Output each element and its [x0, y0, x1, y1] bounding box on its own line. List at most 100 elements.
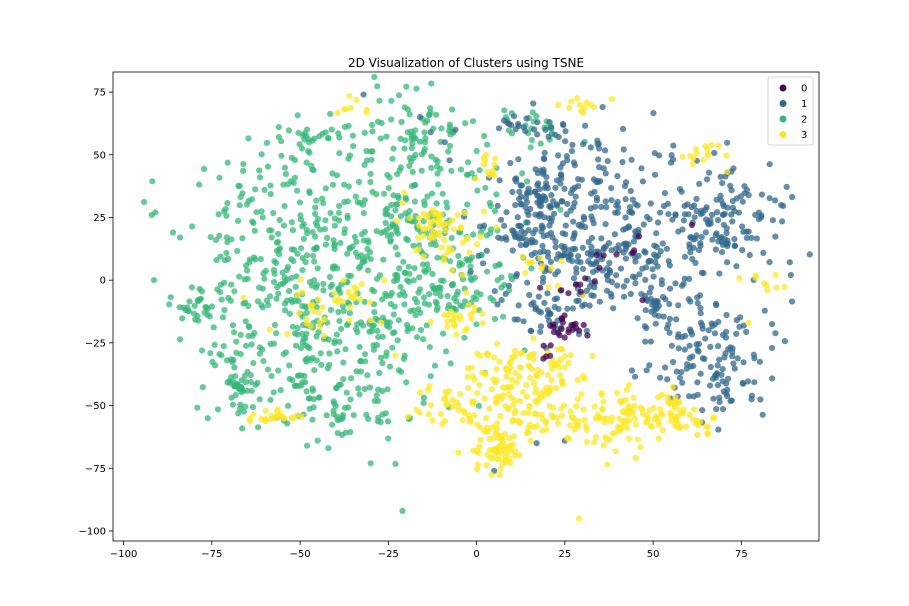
scatter-point — [358, 281, 365, 288]
scatter-point — [736, 323, 743, 330]
scatter-point — [455, 252, 462, 260]
scatter-point — [567, 352, 574, 359]
scatter-point — [357, 199, 364, 206]
scatter-point — [426, 112, 433, 119]
scatter-point — [444, 323, 451, 330]
scatter-point — [517, 242, 524, 249]
scatter-point — [229, 401, 236, 408]
scatter-point — [603, 436, 610, 443]
scatter-point — [334, 109, 341, 116]
scatter-point — [739, 246, 746, 254]
scatter-point — [740, 380, 747, 387]
scatter-point — [739, 198, 746, 205]
scatter-point — [488, 472, 495, 479]
scatter-point — [357, 358, 364, 365]
scatter-point — [625, 409, 632, 416]
scatter-point — [571, 230, 578, 237]
scatter-point — [691, 406, 698, 413]
scatter-point — [382, 410, 389, 417]
scatter-point — [476, 167, 483, 174]
scatter-point — [632, 421, 639, 428]
scatter-point — [420, 210, 427, 217]
scatter-point — [374, 83, 381, 90]
scatter-point — [698, 234, 705, 241]
scatter-point — [510, 433, 517, 440]
scatter-point — [612, 448, 619, 455]
scatter-point — [651, 242, 658, 249]
y-tick-label: 50 — [93, 150, 106, 161]
scatter-point — [321, 316, 328, 323]
scatter-point — [545, 284, 552, 291]
scatter-point — [343, 389, 350, 396]
scatter-point — [600, 165, 607, 172]
scatter-point — [512, 126, 519, 133]
scatter-point — [672, 280, 679, 287]
scatter-point — [538, 411, 545, 418]
scatter-point — [432, 285, 439, 292]
scatter-point — [497, 449, 504, 456]
scatter-point — [686, 411, 693, 418]
scatter-point — [627, 187, 634, 195]
scatter-point — [631, 402, 638, 410]
scatter-point — [377, 135, 384, 142]
scatter-point — [256, 284, 263, 291]
scatter-point — [543, 183, 550, 190]
scatter-point — [342, 346, 349, 353]
scatter-point — [603, 272, 611, 279]
scatter-point — [425, 411, 432, 418]
scatter-point — [468, 277, 475, 284]
scatter-point — [532, 306, 539, 313]
scatter-point — [284, 330, 291, 337]
scatter-point — [335, 209, 342, 216]
scatter-point — [243, 201, 251, 208]
scatter-point — [354, 253, 362, 260]
scatter-point — [635, 252, 642, 259]
scatter-point — [397, 135, 404, 142]
scatter-point — [263, 139, 271, 146]
scatter-point — [580, 321, 587, 328]
scatter-point — [236, 202, 243, 209]
scatter-point — [429, 417, 436, 424]
scatter-point — [412, 151, 419, 158]
scatter-point — [188, 284, 195, 291]
scatter-point — [651, 306, 658, 313]
scatter-point — [443, 390, 450, 397]
scatter-point — [570, 159, 578, 166]
scatter-point — [339, 414, 346, 421]
scatter-point — [461, 334, 468, 341]
scatter-point — [447, 258, 454, 265]
scatter-point — [177, 234, 184, 241]
scatter-point — [602, 170, 609, 177]
scatter-point — [304, 442, 311, 449]
scatter-point — [292, 283, 299, 290]
scatter-point — [282, 349, 290, 356]
scatter-point — [715, 142, 722, 149]
scatter-point — [505, 390, 512, 398]
y-tick-label: −25 — [85, 338, 106, 349]
scatter-point — [680, 280, 687, 287]
scatter-point — [464, 384, 472, 391]
scatter-point — [415, 215, 423, 222]
scatter-point — [503, 373, 510, 380]
scatter-point — [707, 343, 714, 350]
scatter-point — [308, 162, 315, 169]
scatter-point — [549, 414, 556, 421]
x-tick-label: 25 — [558, 549, 571, 560]
scatter-point — [241, 276, 248, 283]
scatter-point — [345, 404, 352, 411]
scatter-point — [366, 298, 373, 306]
scatter-point — [426, 344, 433, 351]
scatter-point — [340, 359, 347, 366]
scatter-point — [299, 267, 306, 274]
scatter-point — [503, 209, 510, 216]
scatter-point — [406, 111, 413, 118]
scatter-point — [623, 277, 630, 284]
scatter-point — [320, 200, 327, 207]
scatter-point — [781, 338, 789, 345]
scatter-point — [689, 160, 697, 168]
scatter-point — [647, 295, 654, 302]
scatter-point — [324, 234, 331, 241]
scatter-point — [352, 193, 359, 200]
scatter-point — [344, 250, 351, 257]
scatter-point — [309, 229, 316, 236]
